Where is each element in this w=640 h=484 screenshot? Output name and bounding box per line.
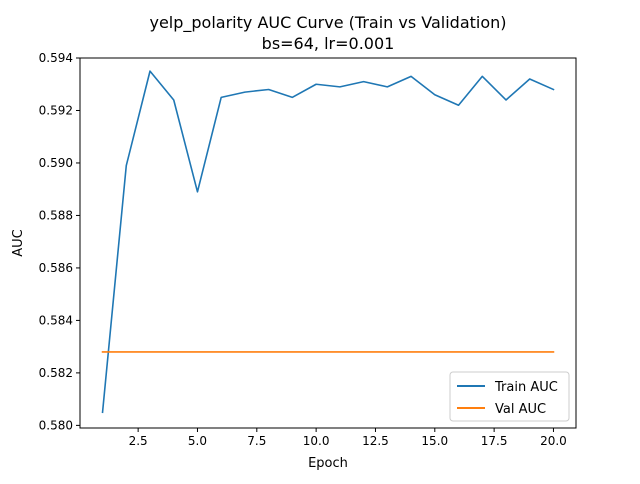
legend: Train AUC Val AUC [449, 371, 570, 422]
axis-ticks: 2.5 5.0 7.5 10.0 12.5 15.0 17.5 20.0 0.580 0.582 0… [39, 51, 567, 448]
y-tick-label: 0.592 [39, 103, 73, 117]
chart-title-line1: yelp_polarity AUC Curve (Train vs Valida… [149, 13, 506, 33]
x-tick-label: 12.5 [362, 434, 389, 448]
x-tick-label: 2.5 [129, 434, 148, 448]
y-tick-label: 0.582 [39, 366, 73, 380]
x-tick-label: 15.0 [421, 434, 448, 448]
axes-frame [79, 57, 577, 429]
y-tick-label: 0.594 [39, 51, 73, 65]
x-tick-label: 10.0 [303, 434, 330, 448]
series-line-train-auc [101, 70, 555, 414]
legend-label-val-auc: Val AUC [495, 402, 546, 417]
chart-title-line2: bs=64, lr=0.001 [262, 34, 395, 53]
legend-label-train-auc: Train AUC [494, 380, 558, 395]
plot-area [101, 70, 555, 414]
y-tick-label: 0.584 [39, 313, 73, 327]
y-tick-label: 0.580 [39, 418, 73, 432]
x-tick-label: 7.5 [247, 434, 266, 448]
x-axis-label: Epoch [308, 456, 348, 471]
y-tick-label: 0.590 [39, 156, 73, 170]
y-axis-label: AUC [11, 229, 26, 257]
x-tick-label: 17.5 [481, 434, 508, 448]
y-tick-label: 0.588 [39, 208, 73, 222]
y-tick-label: 0.586 [39, 261, 73, 275]
x-tick-label: 20.0 [540, 434, 567, 448]
x-tick-label: 5.0 [188, 434, 207, 448]
